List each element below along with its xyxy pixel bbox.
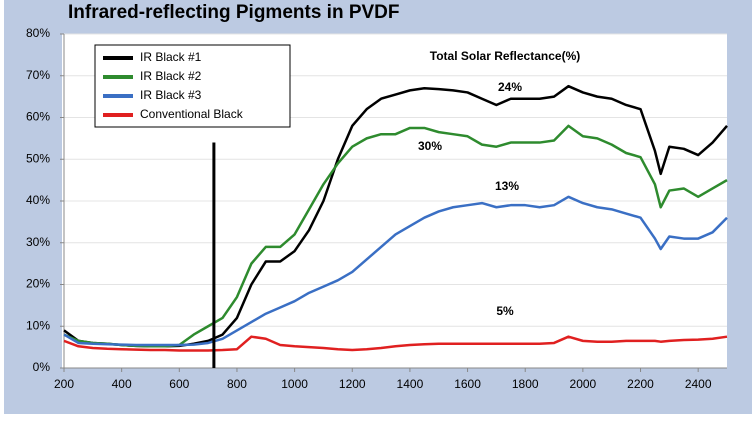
x-tick-label: 1200: [339, 377, 366, 391]
annotation: 13%: [495, 179, 519, 193]
x-tick-label: 1600: [454, 377, 481, 391]
x-tick-label: 2400: [685, 377, 712, 391]
y-tick-label: 60%: [26, 110, 50, 124]
legend-label: IR Black #2: [140, 69, 202, 83]
y-tick-label: 40%: [26, 193, 50, 207]
annotation: 30%: [418, 139, 442, 153]
y-tick-label: 70%: [26, 68, 50, 82]
chart-title: Infrared-reflecting Pigments in PVDF: [68, 2, 400, 23]
legend-label: IR Black #1: [140, 50, 202, 64]
x-tick-label: 1800: [512, 377, 539, 391]
x-tick-label: 2000: [570, 377, 597, 391]
legend-label: IR Black #3: [140, 88, 202, 102]
x-tick-label: 800: [227, 377, 247, 391]
x-tick-label: 1400: [397, 377, 424, 391]
y-tick-label: 30%: [26, 235, 50, 249]
y-tick-label: 20%: [26, 277, 50, 291]
annotation: Total Solar Reflectance(%): [430, 49, 580, 63]
x-tick-label: 2200: [627, 377, 654, 391]
annotation: 24%: [498, 80, 522, 94]
y-tick-label: 0%: [33, 360, 51, 374]
x-tick-label: 600: [169, 377, 189, 391]
series-line: [63, 335, 728, 352]
x-tick-label: 400: [112, 377, 132, 391]
y-tick-label: 10%: [26, 318, 50, 332]
x-tick-label: 1000: [281, 377, 308, 391]
legend-label: Conventional Black: [140, 107, 244, 121]
y-tick-label: 50%: [26, 151, 50, 165]
annotation: 5%: [496, 304, 514, 318]
y-tick-label: 80%: [26, 26, 50, 40]
series-line: [63, 195, 728, 347]
x-tick-label: 200: [54, 377, 74, 391]
